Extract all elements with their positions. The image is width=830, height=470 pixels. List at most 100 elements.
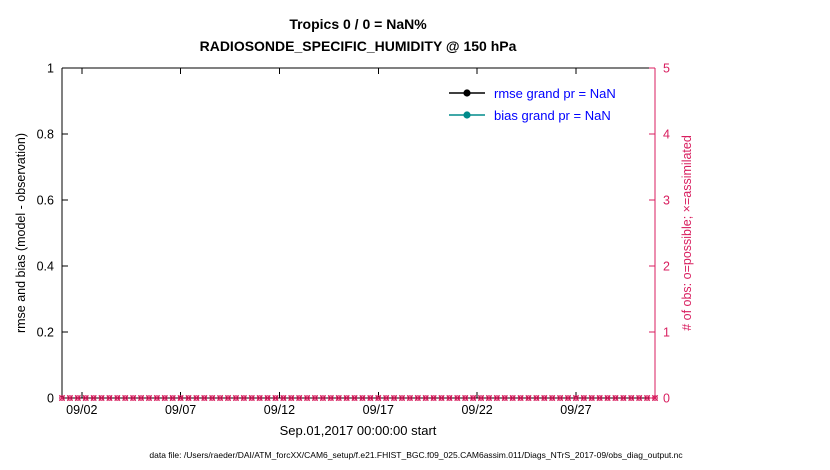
obs-assimilated-marker (248, 394, 255, 402)
obs-possible-marker (67, 395, 73, 401)
obs-assimilated-marker (549, 394, 556, 402)
obs-assimilated-marker (343, 394, 350, 402)
obs-possible-marker (565, 395, 571, 401)
obs-possible-marker (98, 395, 105, 401)
obs-assimilated-marker (169, 394, 176, 402)
obs-assimilated-marker (517, 394, 524, 402)
x-tick-label: 09/27 (560, 403, 591, 417)
obs-assimilated-marker (153, 394, 161, 402)
y-right-tick-label: 3 (663, 194, 670, 208)
obs-possible-marker (383, 395, 389, 401)
legend-label: bias grand pr = NaN (494, 107, 611, 123)
obs-possible-marker (462, 395, 469, 401)
obs-possible-marker (296, 395, 303, 401)
obs-possible-marker (114, 395, 121, 401)
obs-possible-marker (351, 395, 358, 401)
obs-possible-marker (375, 395, 382, 401)
obs-possible-marker (470, 395, 476, 401)
obs-assimilated-marker (612, 394, 619, 402)
obs-possible-marker (596, 395, 603, 401)
obs-possible-marker (541, 395, 548, 401)
obs-possible-marker (343, 395, 350, 401)
obs-possible-marker (557, 395, 563, 401)
obs-assimilated-marker (351, 394, 358, 402)
obs-assimilated-marker (588, 394, 595, 402)
x-axis-label: Sep.01,2017 00:00:00 start (279, 423, 437, 438)
obs-assimilated-marker (398, 394, 406, 402)
obs-assimilated-marker (509, 394, 516, 402)
obs-assimilated-marker (217, 394, 224, 402)
obs-possible-marker (478, 395, 484, 401)
obs-assimilated-marker (525, 394, 532, 402)
legend-item-bias: bias grand pr = NaN (448, 107, 616, 123)
obs-assimilated-marker (82, 394, 89, 402)
obs-possible-marker (161, 395, 168, 401)
obs-assimilated-marker (137, 394, 145, 402)
obs-assimilated-marker (414, 394, 421, 402)
obs-assimilated-marker (106, 394, 113, 402)
obs-possible-marker (288, 395, 295, 401)
obs-possible-marker (146, 395, 152, 401)
obs-assimilated-marker (319, 394, 327, 402)
obs-assimilated-marker (533, 394, 540, 402)
obs-possible-marker (549, 395, 556, 401)
obs-possible-marker (130, 395, 136, 401)
obs-possible-marker (154, 395, 160, 401)
obs-possible-marker (335, 395, 342, 401)
y-axis-label-left: rmse and bias (model - observation) (14, 132, 28, 334)
obs-possible-marker (59, 395, 65, 401)
obs-assimilated-marker (422, 394, 429, 402)
y-left-tick-label: 0.6 (37, 194, 54, 208)
obs-assimilated-marker (572, 394, 580, 402)
obs-possible-marker (573, 395, 579, 401)
obs-assimilated-marker (224, 394, 232, 402)
obs-possible-marker (264, 395, 271, 401)
obs-possible-marker (391, 395, 397, 401)
obs-possible-marker (628, 395, 635, 401)
obs-possible-marker (169, 395, 176, 401)
legend-label: rmse grand pr = NaN (494, 85, 616, 101)
obs-assimilated-marker (493, 394, 500, 402)
obs-assimilated-marker (541, 394, 548, 402)
obs-assimilated-marker (209, 394, 216, 402)
obs-assimilated-marker (193, 394, 200, 402)
obs-assimilated-marker (122, 394, 129, 402)
obs-assimilated-marker (359, 394, 366, 402)
obs-possible-marker (486, 395, 492, 401)
obs-possible-marker (509, 395, 516, 401)
y-left-tick-label: 0.8 (37, 128, 54, 142)
y-left-tick-label: 1 (47, 62, 54, 76)
x-tick-label: 09/02 (66, 403, 97, 417)
y-right-tick-label: 1 (663, 326, 670, 340)
chart-subtitle: RADIOSONDE_SPECIFIC_HUMIDITY @ 150 hPa (199, 38, 517, 54)
obs-possible-marker (612, 395, 619, 401)
obs-assimilated-marker (580, 394, 587, 402)
obs-assimilated-marker (311, 394, 319, 402)
obs-assimilated-marker (367, 394, 374, 402)
obs-possible-marker (446, 395, 453, 401)
obs-possible-marker (312, 395, 318, 401)
obs-possible-marker (604, 395, 611, 401)
obs-assimilated-marker (98, 394, 105, 402)
y-right-tick-label: 0 (663, 392, 670, 406)
x-tick-label: 09/07 (165, 403, 196, 417)
obs-assimilated-marker (303, 394, 311, 402)
obs-assimilated-marker (296, 394, 303, 402)
chart-title: Tropics 0 / 0 = NaN% (289, 16, 427, 32)
obs-assimilated-marker (256, 394, 263, 402)
obs-assimilated-marker (90, 394, 97, 402)
obs-assimilated-marker (477, 394, 485, 402)
obs-assimilated-marker (272, 394, 279, 402)
obs-possible-marker (644, 395, 650, 401)
obs-possible-marker (138, 395, 144, 401)
obs-assimilated-marker (335, 394, 342, 402)
obs-possible-marker (185, 395, 192, 401)
obs-assimilated-marker (501, 394, 508, 402)
obs-assimilated-marker (74, 394, 81, 402)
y-left-tick-label: 0.2 (37, 326, 54, 340)
obs-assimilated-marker (604, 394, 611, 402)
obs-assimilated-marker (596, 394, 603, 402)
obs-assimilated-marker (375, 394, 382, 402)
